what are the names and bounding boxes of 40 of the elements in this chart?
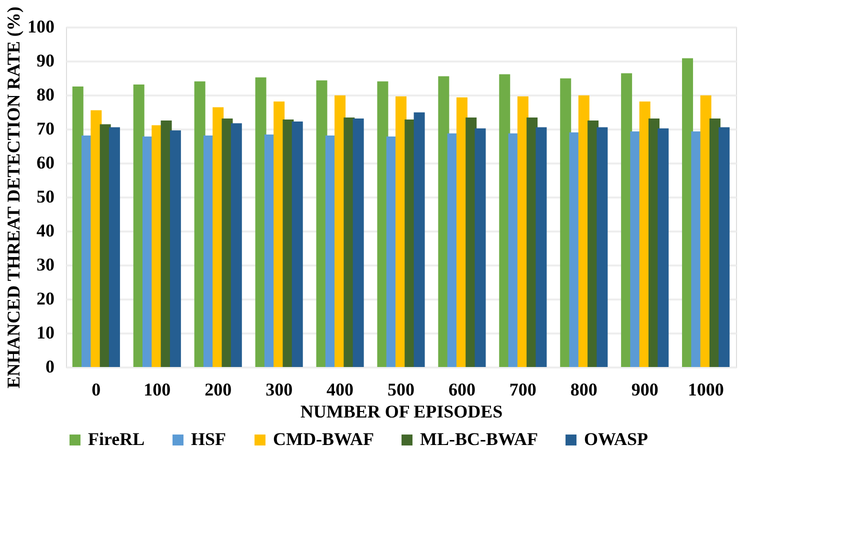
x-tick-label: 100 (144, 380, 171, 400)
bar (414, 112, 425, 367)
bar (718, 127, 730, 367)
y-tick-label: 20 (36, 288, 54, 308)
legend-label: FireRL (88, 429, 145, 449)
y-tick-label: 60 (36, 152, 54, 172)
x-tick-label: 600 (448, 380, 476, 400)
bar (658, 128, 669, 367)
x-tick-label: 500 (388, 380, 414, 400)
x-axis-title: NUMBER OF EPISODES (300, 402, 503, 422)
bar (352, 118, 364, 367)
y-tick-label: 40 (36, 220, 54, 240)
y-tick-label: 0 (46, 356, 54, 376)
legend-label: OWASP (584, 429, 648, 449)
bar (596, 127, 608, 367)
x-tick-label: 900 (631, 380, 658, 400)
y-tick-label: 80 (36, 84, 54, 104)
x-tick-label: 200 (204, 380, 232, 400)
bar (536, 127, 547, 367)
x-tick-label: 700 (509, 380, 536, 400)
y-axis-title: ENHANCED THREAT DETECTION RATE (%) (4, 6, 24, 388)
x-tick-label: 800 (570, 380, 598, 400)
legend-label: HSF (191, 429, 226, 449)
y-tick-label: 10 (36, 322, 54, 342)
bar (108, 127, 120, 367)
legend-label: ML-BC-BWAF (420, 429, 538, 449)
bar (474, 128, 486, 367)
y-tick-label: 30 (36, 254, 54, 274)
x-tick-label: 1000 (688, 380, 724, 400)
x-tick-label: 400 (326, 380, 354, 400)
y-tick-label: 50 (36, 186, 54, 206)
y-tick-label: 70 (36, 118, 54, 138)
y-tick-label: 90 (36, 50, 54, 70)
x-tick-label: 0 (92, 380, 101, 400)
bar (230, 123, 242, 367)
x-tick-label: 300 (266, 380, 293, 400)
y-tick-label: 100 (28, 16, 54, 36)
bar (170, 130, 181, 367)
legend-label: CMD-BWAF (273, 429, 374, 449)
bar (292, 122, 303, 367)
